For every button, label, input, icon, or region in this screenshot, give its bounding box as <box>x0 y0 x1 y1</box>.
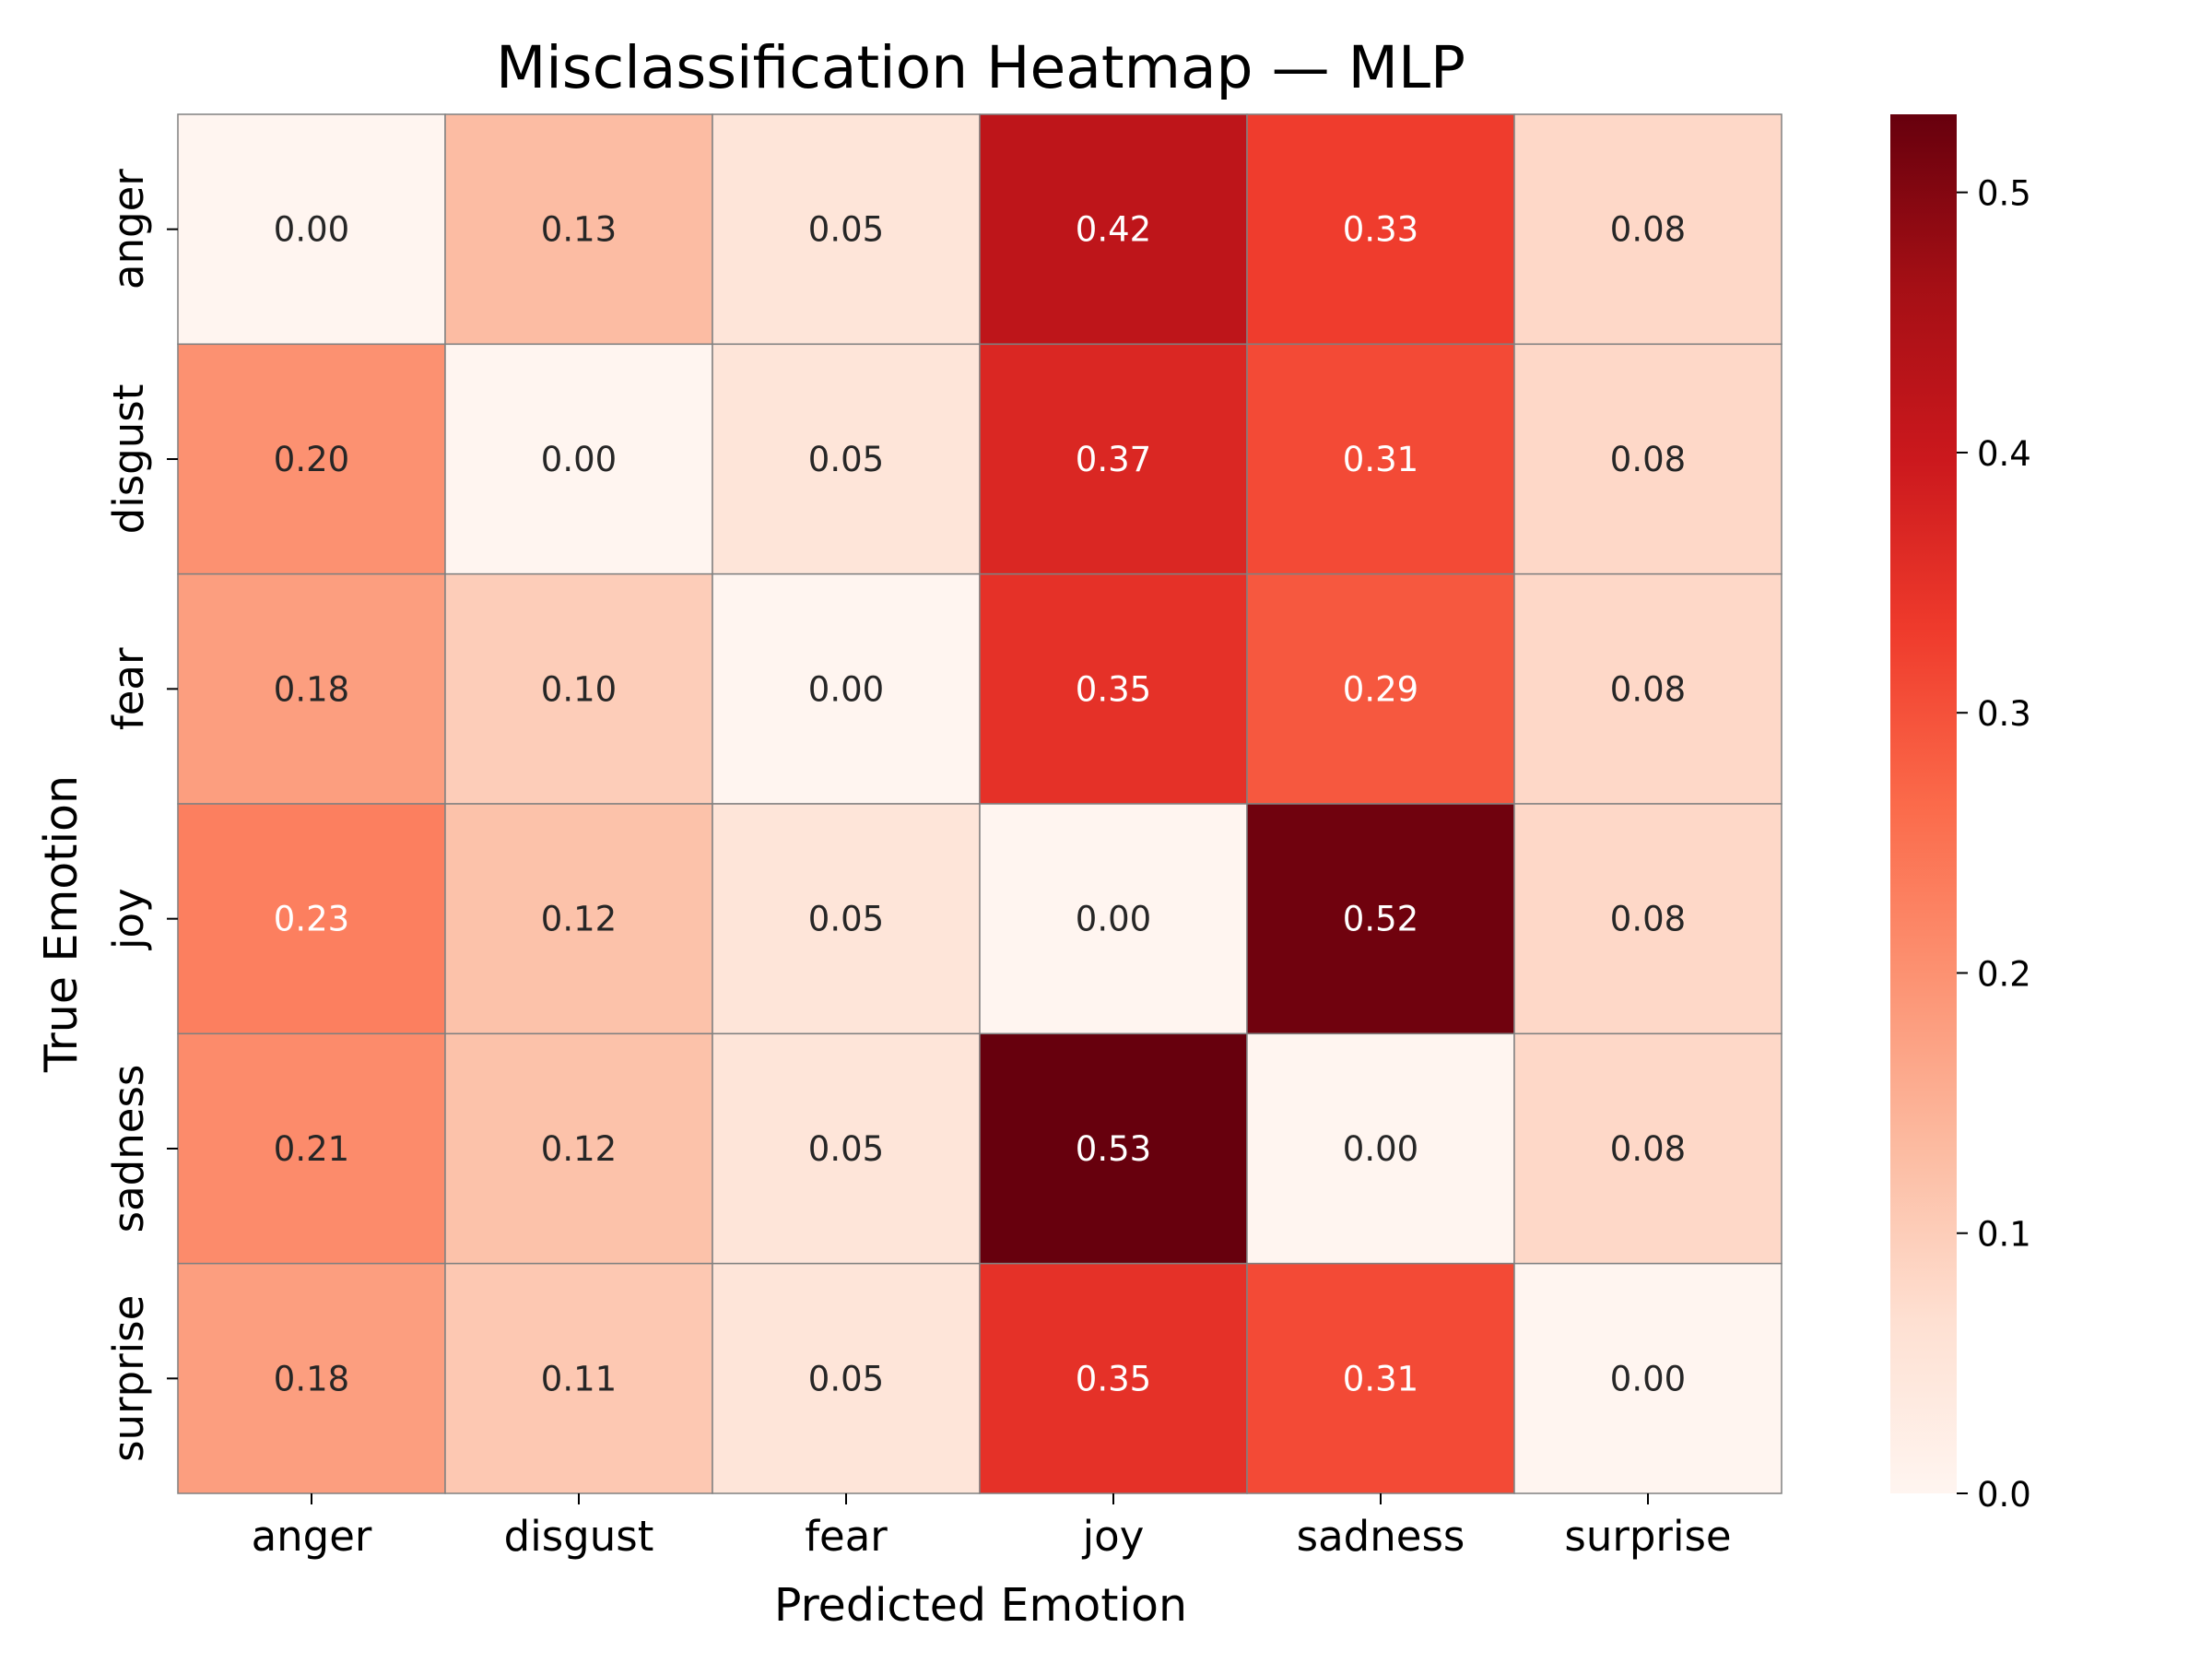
heatmap-cell <box>1246 1032 1515 1265</box>
cell-value-label: 0.21 <box>274 1129 349 1169</box>
heatmap-cell <box>177 1262 446 1494</box>
heatmap-cell <box>1513 1032 1783 1265</box>
cell-value-label: 0.29 <box>1343 669 1418 709</box>
cell-value-label: 0.08 <box>1610 440 1686 479</box>
chart-title: Misclassification Heatmap — MLP <box>496 34 1465 101</box>
cell-value-label: 0.18 <box>274 669 349 709</box>
colorbar-tick-label: 0.2 <box>1977 954 2031 994</box>
cell-value-label: 0.18 <box>274 1359 349 1398</box>
colorbar-gradient <box>1890 114 1957 1493</box>
cell-value-label: 0.23 <box>274 900 349 939</box>
cell-value-label: 0.08 <box>1610 210 1686 250</box>
heatmap-cell <box>1513 1262 1783 1494</box>
cell-value-label: 0.08 <box>1610 900 1686 939</box>
cell-value-label: 0.08 <box>1610 1129 1686 1169</box>
heatmap-cell <box>712 1032 981 1265</box>
cell-value-label: 0.42 <box>1076 210 1151 250</box>
heatmap-cell <box>1246 803 1515 1035</box>
cell-value-label: 0.05 <box>808 440 884 479</box>
x-tick-label: sadness <box>1297 1512 1465 1561</box>
cell-value-label: 0.12 <box>541 1129 617 1169</box>
cell-value-label: 0.37 <box>1076 440 1151 479</box>
heatmap-cells <box>177 113 1783 1494</box>
x-axis-label: Predicted Emotion <box>774 1579 1187 1632</box>
heatmap-cell <box>979 113 1248 346</box>
heatmap-cell <box>177 343 446 575</box>
cell-value-label: 0.08 <box>1610 669 1686 709</box>
heatmap-cell-labels: 0.00 0.13 0.05 0.42 0.33 0.08 0.20 0.00 0.05 0.37… <box>274 210 1686 1399</box>
y-tick-label: joy <box>104 888 153 950</box>
x-tick-label: fear <box>805 1512 888 1561</box>
cell-value-label: 0.52 <box>1343 900 1418 939</box>
cell-value-label: 0.12 <box>541 900 617 939</box>
y-tick-label: surprise <box>104 1295 153 1462</box>
cell-value-label: 0.00 <box>1076 900 1151 939</box>
colorbar-tick-label: 0.1 <box>1977 1215 2031 1255</box>
cell-value-label: 0.00 <box>808 669 884 709</box>
heatmap-cell <box>1246 1262 1515 1494</box>
cell-value-label: 0.05 <box>808 900 884 939</box>
heatmap-cell <box>444 1032 713 1265</box>
cell-value-label: 0.00 <box>1610 1359 1686 1398</box>
heatmap-cell <box>979 572 1248 805</box>
cell-value-label: 0.05 <box>808 210 884 250</box>
heatmap-cell <box>1246 113 1515 346</box>
cell-value-label: 0.00 <box>1343 1129 1418 1169</box>
heatmap-cell <box>1513 343 1783 575</box>
cell-value-label: 0.05 <box>808 1359 884 1398</box>
cell-value-label: 0.10 <box>541 669 617 709</box>
cell-value-label: 0.00 <box>274 210 349 250</box>
y-axis-label: True Emotion <box>35 775 88 1073</box>
heatmap-cell <box>712 803 981 1035</box>
cell-value-label: 0.13 <box>541 210 617 250</box>
heatmap-cell <box>177 113 446 346</box>
heatmap-cell <box>444 803 713 1035</box>
heatmap-cell <box>979 803 1248 1035</box>
x-tick-label: anger <box>252 1512 372 1561</box>
heatmap-cell <box>979 1262 1248 1494</box>
colorbar-tick-label: 0.4 <box>1977 434 2031 474</box>
y-tick-label: fear <box>104 647 153 730</box>
heatmap-cell <box>444 343 713 575</box>
x-tick-label: surprise <box>1564 1512 1731 1561</box>
heatmap-cell <box>1513 803 1783 1035</box>
cell-value-label: 0.20 <box>274 440 349 479</box>
heatmap-cell <box>177 803 446 1035</box>
cell-value-label: 0.33 <box>1343 210 1418 250</box>
heatmap-cell <box>712 113 981 346</box>
y-tick-label: anger <box>104 169 153 289</box>
x-tick-label: disgust <box>504 1512 654 1561</box>
colorbar-tick-label: 0.0 <box>1977 1475 2031 1515</box>
x-axis: anger disgust fear joy sadness surprise <box>252 1493 1732 1561</box>
x-tick-label: joy <box>1082 1512 1145 1561</box>
y-tick-label: sadness <box>104 1065 153 1233</box>
colorbar-tick-label: 0.3 <box>1977 694 2031 734</box>
y-axis: anger disgust fear joy sadness surprise <box>104 169 178 1462</box>
cell-value-label: 0.31 <box>1343 1359 1418 1398</box>
cell-value-label: 0.11 <box>541 1359 617 1398</box>
heatmap-cell <box>444 113 713 346</box>
cell-value-label: 0.35 <box>1076 1359 1151 1398</box>
cell-value-label: 0.05 <box>808 1129 884 1169</box>
heatmap-cell <box>177 572 446 805</box>
colorbar-ticks: 0.0 0.1 0.2 0.3 0.4 0.5 <box>1957 174 2031 1515</box>
heatmap-cell <box>444 572 713 805</box>
heatmap-cell <box>1246 572 1515 805</box>
cell-value-label: 0.53 <box>1076 1129 1151 1169</box>
heatmap-cell <box>177 1032 446 1265</box>
cell-value-label: 0.35 <box>1076 669 1151 709</box>
colorbar: 0.0 0.1 0.2 0.3 0.4 0.5 <box>1890 114 2031 1515</box>
cell-value-label: 0.00 <box>541 440 617 479</box>
heatmap-cell <box>979 343 1248 575</box>
heatmap-cell <box>712 572 981 805</box>
heatmap-cell <box>1513 113 1783 346</box>
heatmap-cell <box>979 1032 1248 1265</box>
y-tick-label: disgust <box>104 384 153 535</box>
colorbar-tick-label: 0.5 <box>1977 174 2031 214</box>
heatmap-cell <box>1513 572 1783 805</box>
cell-value-label: 0.31 <box>1343 440 1418 479</box>
